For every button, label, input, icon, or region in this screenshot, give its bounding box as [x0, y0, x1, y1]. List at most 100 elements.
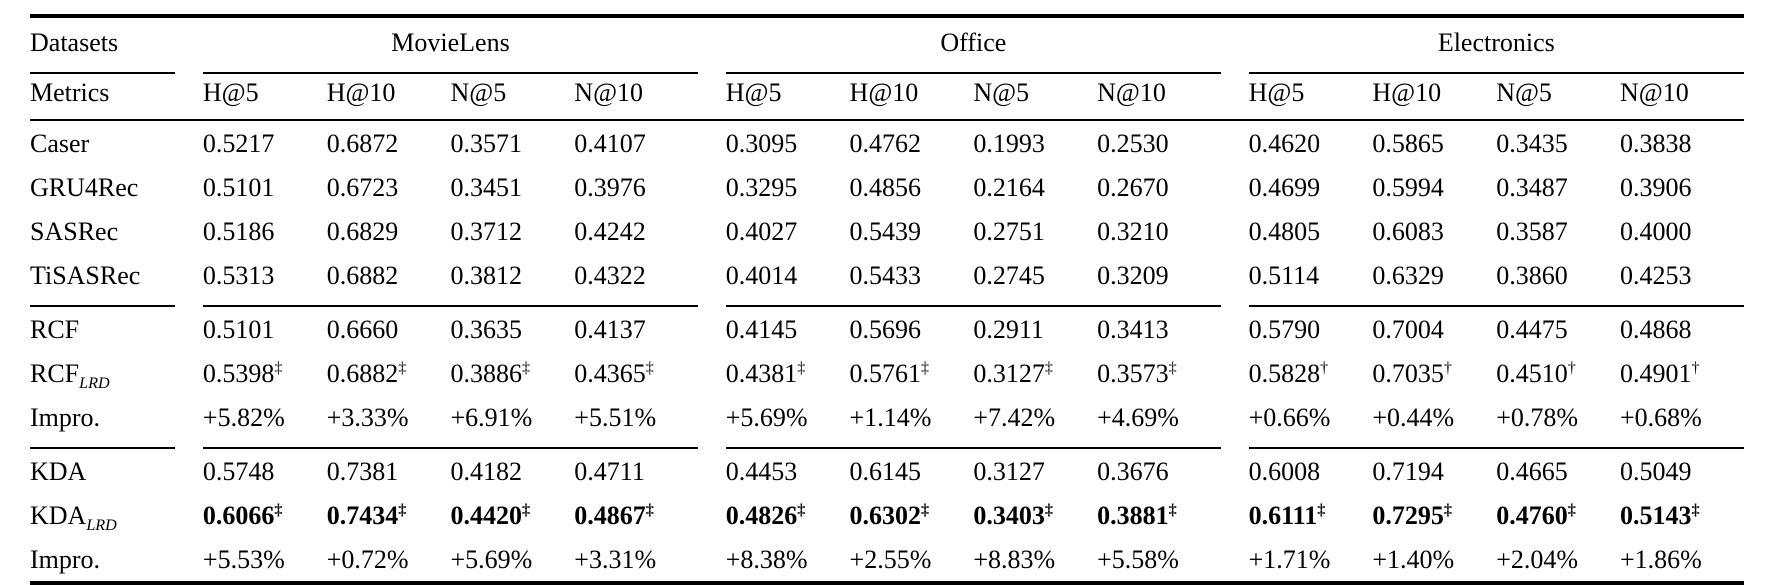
metric-value: 0.4762: [849, 129, 922, 158]
metric-value: 0.5398‡: [202, 359, 283, 388]
row-label: Impro.: [30, 403, 101, 432]
column-spacer: [175, 351, 203, 395]
column-spacer: [698, 537, 726, 583]
metric-value: 0.4805: [1248, 217, 1321, 246]
column-spacer: [175, 16, 203, 64]
metric-header-electronics-n-at-5: N@5: [1496, 73, 1620, 121]
column-spacer: [698, 209, 726, 253]
metric-value: 0.7381: [326, 457, 399, 486]
metric-value: +0.66%: [1248, 403, 1331, 432]
metric-value: +5.58%: [1097, 545, 1179, 574]
double-dagger-significance-marker: ‡: [274, 501, 283, 519]
metric-header-electronics-h-at-10: H@10: [1372, 73, 1497, 121]
metric-value: 0.5748: [202, 457, 275, 486]
metrics-header-row: Metrics H@5 H@10 N@5 N@10 H@5 H@10 N@5 N@10 H@5 H…: [30, 73, 1744, 121]
metric-value: 0.5101: [202, 315, 275, 344]
metric-value: 0.4027: [725, 217, 798, 246]
table-row-impro: Impro. +5.82% +3.33% +6.91% +5.51% +5.69% +1.1…: [30, 395, 1744, 439]
metric-value: +8.38%: [725, 545, 808, 574]
column-spacer: [1221, 493, 1249, 537]
column-spacer: [175, 120, 203, 165]
metric-header-electronics-h-at-5: H@5: [1248, 73, 1373, 121]
metric-value: 0.2911: [973, 315, 1044, 344]
metric-value: 0.4365‡: [574, 359, 654, 388]
column-spacer: [698, 493, 726, 537]
metric-value: 0.4475: [1496, 315, 1568, 344]
metric-value: 0.3127: [973, 457, 1045, 486]
rule-segment: [30, 64, 176, 74]
metric-value: 0.5696: [849, 315, 922, 344]
rule-gap: [175, 64, 203, 73]
metric-value: 0.5186: [202, 217, 275, 246]
double-dagger-significance-marker: ‡: [1567, 501, 1576, 519]
metric-value: 0.5790: [1248, 315, 1321, 344]
metric-value: 0.4760‡: [1496, 501, 1576, 530]
rule-segment: [725, 64, 1221, 74]
metric-value: 0.5143‡: [1619, 501, 1700, 530]
rule-gap: [175, 439, 203, 448]
column-spacer: [698, 448, 726, 493]
metric-value: 0.3571: [450, 129, 523, 158]
row-label-subscript: LRD: [79, 375, 110, 393]
metric-value: 0.4665: [1496, 457, 1568, 486]
rule-segment: [202, 297, 699, 307]
double-dagger-significance-marker: ‡: [645, 359, 654, 377]
metric-value: 0.6882‡: [326, 359, 407, 388]
column-spacer: [175, 395, 203, 439]
metric-value: +2.04%: [1496, 545, 1579, 574]
metric-value: +6.91%: [450, 403, 533, 432]
rule-gap: [175, 297, 203, 306]
metric-value: 0.4107: [574, 129, 646, 158]
row-label: GRU4Rec: [30, 173, 139, 202]
metric-value: 0.5433: [849, 261, 922, 290]
metric-value: 0.6829: [326, 217, 399, 246]
dagger-significance-marker: †: [1443, 359, 1452, 377]
metric-value: 0.3860: [1496, 261, 1568, 290]
metric-value: 0.3403‡: [973, 501, 1053, 530]
double-dagger-significance-marker: ‡: [645, 501, 654, 519]
metric-value: 0.5049: [1619, 457, 1692, 486]
table-row-caser: Caser 0.5217 0.6872 0.3571 0.4107 0.3095 0.476…: [30, 120, 1744, 165]
rule-gap: [698, 64, 726, 73]
double-dagger-significance-marker: ‡: [1443, 501, 1452, 519]
metric-value: 0.2164: [973, 173, 1045, 202]
rule-segment: [725, 297, 1221, 307]
column-spacer: [1221, 306, 1249, 351]
rule-gap: [698, 297, 726, 306]
rule-segment: [202, 64, 699, 74]
metric-value: 0.4253: [1619, 261, 1692, 290]
rule-segment: [1248, 64, 1744, 74]
metric-value: 0.3210: [1097, 217, 1169, 246]
dagger-significance-marker: †: [1691, 359, 1700, 377]
section-partial-rule-row: [30, 297, 1744, 307]
group-header-office: Office: [940, 28, 1007, 57]
metric-value: 0.4867‡: [574, 501, 654, 530]
column-spacer: [698, 351, 726, 395]
metric-value: 0.4182: [450, 457, 523, 486]
column-spacer: [698, 306, 726, 351]
metric-value: 0.2751: [973, 217, 1045, 246]
metric-value: 0.4868: [1619, 315, 1692, 344]
rule-segment: [202, 439, 699, 449]
metric-value: 0.3435: [1496, 129, 1568, 158]
metric-value: 0.3812: [450, 261, 523, 290]
metric-value: +1.71%: [1248, 545, 1331, 574]
metric-value: 0.3209: [1097, 261, 1169, 290]
metric-value: 0.3295: [725, 173, 798, 202]
column-spacer: [175, 253, 203, 297]
metric-value: +4.69%: [1097, 403, 1179, 432]
metric-value: 0.2670: [1097, 173, 1169, 202]
metric-value: 0.5828†: [1248, 359, 1329, 388]
metric-value: 0.5313: [202, 261, 275, 290]
double-dagger-significance-marker: ‡: [921, 359, 930, 377]
metric-value: 0.3712: [450, 217, 523, 246]
dagger-significance-marker: †: [1567, 359, 1576, 377]
metric-value: 0.6329: [1372, 261, 1444, 290]
metric-value: 0.6882: [326, 261, 399, 290]
metric-header-electronics-n-at-10: N@10: [1619, 73, 1744, 121]
metric-value: +0.68%: [1619, 403, 1702, 432]
row-label: RCF: [30, 315, 80, 344]
datasets-header-row: Datasets MovieLens Office Electronics: [30, 16, 1744, 64]
metric-value: 0.2530: [1097, 129, 1169, 158]
